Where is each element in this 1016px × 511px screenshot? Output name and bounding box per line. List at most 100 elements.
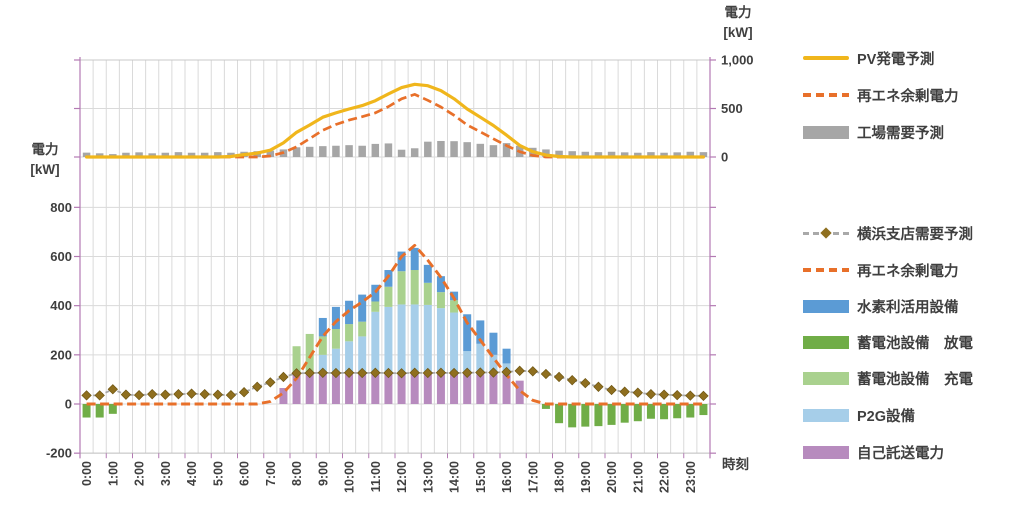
yokohama-demand-line (81, 365, 709, 402)
factory-demand-bar (410, 148, 419, 157)
hydrogen-utilization-bar (331, 306, 340, 330)
self-consignment-bar (279, 388, 288, 404)
svg-text:-200: -200 (46, 446, 72, 461)
yokohama-demand-marker (658, 389, 670, 400)
svg-text:23:00: 23:00 (684, 461, 698, 493)
yokohama-demand-marker (291, 368, 302, 379)
factory-demand-bar (542, 149, 550, 157)
yokohama-demand-marker (199, 389, 210, 400)
factory-demand-bar (450, 141, 458, 157)
battery-discharge-bar (594, 404, 603, 427)
legend-label: 横浜支店需要予測 (857, 226, 973, 243)
self-consignment-bar (318, 374, 327, 404)
self-consignment-bar (384, 374, 393, 404)
svg-text:0: 0 (721, 150, 728, 165)
factory-demand-bar (424, 141, 432, 157)
legend-label: 水素利活用設備 (857, 299, 959, 316)
yokohama-demand-marker (435, 367, 447, 378)
battery-charge-bar (292, 346, 301, 375)
svg-text:800: 800 (50, 200, 72, 215)
battery-discharge-bar (581, 404, 590, 427)
legend-item-bottom-2: 水素利活用設備 (803, 297, 959, 316)
legend-item-bottom-3: 蓄電池設備 放電 (803, 333, 973, 352)
self-consignment-bar (358, 374, 367, 404)
factory-demand-bar (673, 152, 681, 157)
yokohama-demand-marker (488, 367, 499, 378)
battery-charge-bar (345, 324, 354, 342)
battery-charge-bar (371, 301, 380, 312)
p2g-equipment-bar (410, 304, 419, 375)
factory-demand-bar (135, 152, 143, 157)
hydrogen-utilization-bar (358, 294, 367, 322)
battery-discharge-bar (660, 404, 669, 420)
factory-demand-bar (305, 146, 314, 157)
yokohama-demand-marker (186, 388, 197, 399)
yokohama-demand-marker (81, 390, 92, 401)
factory-demand-bar (699, 152, 708, 157)
hydrogen-utilization-bar (397, 251, 406, 272)
svg-text:500: 500 (721, 101, 743, 116)
battery-discharge-bar (646, 404, 655, 419)
factory-demand-bar (345, 145, 353, 157)
yokohama-demand-marker (304, 367, 315, 379)
factory-demand-bar (568, 151, 576, 157)
hydrogen-utilization-bar (410, 247, 419, 271)
yokohama-demand-marker (160, 389, 171, 400)
self-consignment-bar (502, 374, 511, 404)
yokohama-demand-marker (212, 389, 223, 400)
factory-demand-bar (555, 150, 563, 157)
svg-text:19:00: 19:00 (579, 461, 593, 493)
factory-demand-bar (227, 152, 235, 157)
yokohama-demand-marker (685, 390, 696, 401)
yokohama-demand-marker (238, 387, 250, 398)
battery-discharge-bar (568, 404, 577, 428)
factory-demand-bar (660, 152, 668, 157)
yokohama-demand-marker (567, 374, 578, 386)
legend-item-top-1: 再エネ余剰電力 (803, 86, 959, 105)
battery-charge-bar (384, 286, 393, 307)
factory-demand-bar (200, 152, 209, 157)
factory-demand-bar (397, 149, 406, 157)
svg-text:3:00: 3:00 (159, 461, 173, 486)
dash-diamond-swatch (803, 227, 849, 239)
bar-swatch (803, 371, 849, 385)
left-axis-title: 電力 [kW] (20, 140, 70, 179)
legend-item-bottom-4: 蓄電池設備 充電 (803, 369, 973, 388)
svg-text:16:00: 16:00 (500, 461, 514, 493)
svg-text:22:00: 22:00 (658, 461, 672, 493)
legend-label: P2G設備 (857, 408, 916, 425)
p2g-equipment-bar (476, 343, 485, 375)
svg-text:8:00: 8:00 (290, 461, 304, 486)
p2g-equipment-bar (371, 311, 380, 375)
gridlines (80, 59, 710, 454)
svg-text:21:00: 21:00 (631, 461, 645, 493)
yokohama-demand-marker (698, 390, 709, 402)
factory-demand-bar (607, 151, 616, 157)
self-consignment-bar (489, 374, 498, 404)
svg-text:1,000: 1,000 (721, 53, 754, 68)
factory-demand-bar (463, 142, 471, 157)
yokohama-demand-marker (133, 389, 145, 401)
factory-demand-bar (214, 152, 222, 157)
factory-demand-bar (148, 153, 156, 157)
p2g-equipment-bar (489, 354, 498, 375)
yokohama-demand-marker (383, 367, 394, 379)
factory-demand-bar (620, 152, 629, 157)
axis-frame (74, 57, 716, 459)
yokohama-demand-marker (514, 365, 525, 376)
yokohama-demand-marker (409, 367, 420, 378)
factory-demand-bar (95, 153, 104, 157)
self-consignment-bar (331, 374, 340, 404)
svg-text:5:00: 5:00 (211, 461, 225, 486)
factory-demand-bar (332, 145, 340, 157)
battery-discharge-bar (686, 404, 695, 418)
pv-forecast-line (84, 82, 706, 159)
yokohama-demand-marker (278, 371, 289, 383)
legend-label: 再エネ余剰電力 (857, 263, 959, 280)
factory-demand-bar (594, 152, 603, 157)
legend-label: 蓄電池設備 放電 (857, 335, 973, 352)
bar-swatch (803, 408, 849, 422)
p2g-equipment-bar (384, 306, 393, 375)
yokohama-demand-marker (173, 389, 184, 400)
